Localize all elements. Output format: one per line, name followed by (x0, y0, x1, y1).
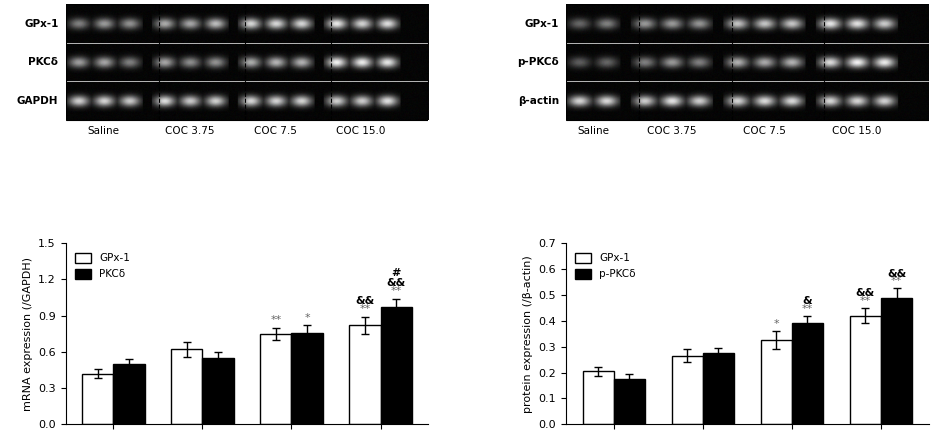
Text: &&: && (386, 278, 406, 288)
Text: β-actin: β-actin (518, 96, 559, 106)
Text: *: * (774, 319, 779, 329)
Text: **: ** (359, 304, 371, 314)
Bar (582, 371, 613, 424)
Text: p-PKCδ: p-PKCδ (517, 57, 559, 67)
Text: **: ** (860, 296, 871, 306)
Text: COC 15.0: COC 15.0 (337, 126, 386, 136)
Text: *: * (304, 313, 310, 323)
Legend: GPx-1, PKCδ: GPx-1, PKCδ (71, 249, 134, 284)
Bar (83, 374, 113, 424)
Bar (350, 325, 381, 424)
Text: **: ** (390, 286, 401, 296)
Text: **: ** (802, 304, 813, 313)
Text: &: & (803, 296, 812, 306)
Bar (761, 340, 792, 424)
Bar (613, 379, 644, 424)
Text: &&: && (855, 288, 875, 298)
Text: COC 3.75: COC 3.75 (647, 126, 697, 136)
Bar (672, 356, 703, 424)
Y-axis label: mRNA expression (/GAPDH): mRNA expression (/GAPDH) (23, 257, 33, 411)
Text: COC 15.0: COC 15.0 (832, 126, 882, 136)
Bar (881, 297, 912, 424)
Text: COC 7.5: COC 7.5 (254, 126, 296, 136)
Bar (292, 333, 323, 424)
Legend: GPx-1, p-PKCδ: GPx-1, p-PKCδ (571, 249, 640, 284)
Bar (172, 349, 203, 424)
Bar (850, 316, 881, 424)
Text: COC 3.75: COC 3.75 (165, 126, 214, 136)
Text: Saline: Saline (88, 126, 120, 136)
Bar (261, 334, 292, 424)
Bar (113, 364, 144, 424)
Text: PKCδ: PKCδ (28, 57, 58, 67)
Text: GAPDH: GAPDH (17, 96, 58, 106)
Bar (703, 353, 734, 424)
Bar (203, 358, 234, 424)
Text: &&: && (356, 296, 374, 306)
Text: #: # (391, 268, 401, 278)
Bar (381, 307, 412, 424)
Text: **: ** (270, 315, 281, 325)
Text: Saline: Saline (577, 126, 609, 136)
Text: GPx-1: GPx-1 (24, 19, 58, 29)
Text: **: ** (891, 276, 902, 286)
Text: COC 7.5: COC 7.5 (743, 126, 786, 136)
Text: GPx-1: GPx-1 (524, 19, 559, 29)
Y-axis label: protein expression (/β-actin): protein expression (/β-actin) (523, 255, 533, 413)
Text: &&: && (887, 268, 906, 278)
Bar (792, 323, 823, 424)
